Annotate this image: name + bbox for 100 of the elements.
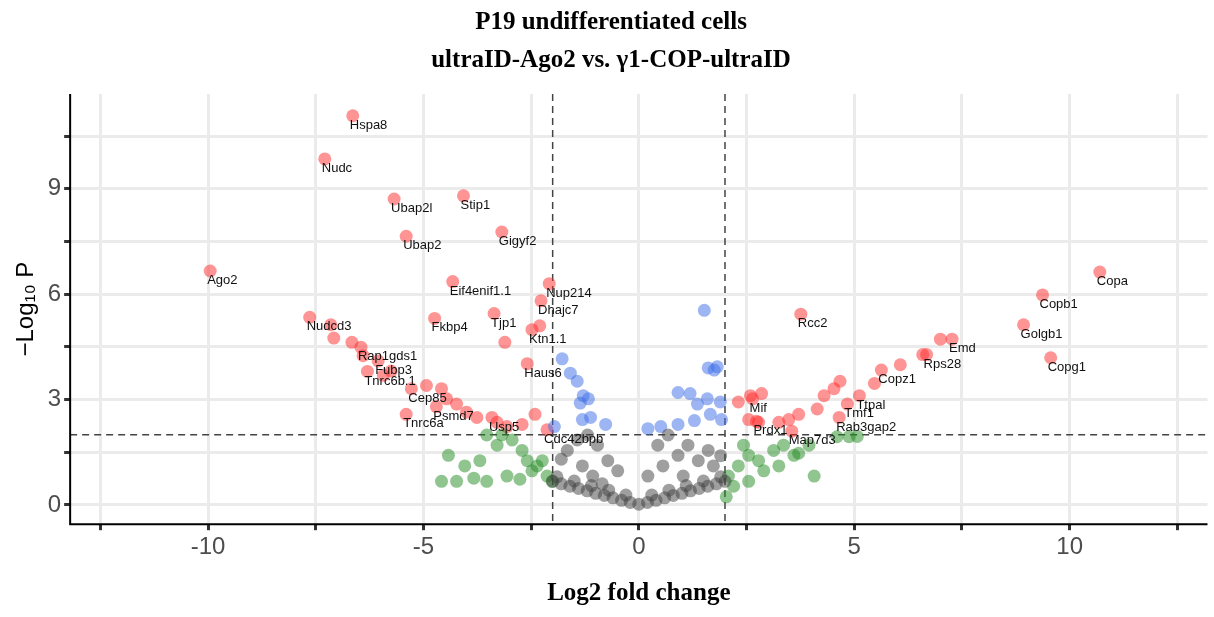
- point: [611, 464, 625, 478]
- point: [654, 420, 668, 434]
- annotation: Cep85: [408, 389, 447, 405]
- point: [719, 490, 733, 504]
- point: [742, 474, 756, 488]
- point: [706, 459, 720, 473]
- point: [690, 397, 704, 411]
- annotation: Golgb1: [1020, 325, 1063, 341]
- point: [792, 446, 806, 460]
- point: [651, 438, 665, 452]
- x-tick-label: 0: [632, 532, 646, 560]
- point: [697, 303, 711, 317]
- y-tick-label: 6: [47, 278, 62, 306]
- point: [737, 438, 751, 452]
- point: [683, 387, 697, 401]
- y-tick-label: 0: [47, 489, 62, 517]
- annotation: Nudcd3: [306, 318, 352, 334]
- x-tick-label: 10: [1056, 532, 1083, 560]
- point: [586, 469, 600, 483]
- x-tick-label: -10: [190, 532, 226, 560]
- annotation: Copg1: [1047, 358, 1086, 374]
- point: [701, 443, 715, 457]
- point: [435, 474, 449, 488]
- point: [515, 443, 529, 457]
- annotation: Nudc: [321, 160, 353, 176]
- point: [671, 386, 685, 400]
- x-axis-title: Log2 fold change: [547, 578, 731, 606]
- point: [480, 474, 494, 488]
- point: [807, 469, 821, 483]
- point: [547, 420, 561, 434]
- annotation: Gigyf2: [498, 233, 537, 249]
- point: [570, 374, 584, 388]
- point: [696, 474, 710, 488]
- annotation: Ubap2: [403, 237, 442, 253]
- y-tick-label: 9: [47, 173, 62, 201]
- point: [676, 469, 690, 483]
- point: [656, 459, 670, 473]
- y-axis-title: −Log₁₀ P: [11, 261, 39, 357]
- point: [473, 454, 487, 468]
- annotation: Rap1gds1: [357, 348, 418, 364]
- point: [671, 417, 685, 431]
- point: [777, 438, 791, 452]
- point: [619, 488, 633, 502]
- point: [671, 448, 685, 462]
- annotation: Copa: [1096, 273, 1129, 289]
- point: [691, 454, 705, 468]
- point: [661, 428, 675, 442]
- chart-title: P19 undifferentiated cells: [475, 7, 748, 35]
- annotation: Map7d3: [788, 432, 836, 448]
- annotation: Copz1: [878, 371, 916, 387]
- point: [713, 395, 727, 409]
- annotation: Tjp1: [491, 314, 517, 330]
- point: [490, 438, 504, 452]
- point: [715, 413, 729, 427]
- annotation: Eif4enif1.1: [449, 282, 512, 298]
- annotation: Rab3gap2: [836, 418, 897, 434]
- point: [757, 464, 771, 478]
- annotation: Dhajc7: [538, 301, 579, 317]
- point: [731, 459, 745, 473]
- point: [505, 433, 519, 447]
- point: [458, 459, 472, 473]
- point: [767, 443, 781, 457]
- point: [599, 417, 613, 431]
- point: [641, 469, 655, 483]
- point: [567, 474, 581, 488]
- annotation: Cdc42bpb: [544, 430, 604, 446]
- x-tick-label: -5: [412, 532, 435, 560]
- point: [584, 410, 598, 424]
- x-tick-label: 5: [847, 532, 861, 560]
- point: [450, 474, 464, 488]
- point: [467, 471, 481, 485]
- y-tick-label: 3: [47, 384, 62, 412]
- annotation: Stip1: [460, 196, 491, 212]
- point: [513, 472, 527, 486]
- point: [645, 488, 659, 502]
- point: [575, 459, 589, 473]
- point: [601, 454, 615, 468]
- annotation: Mif: [749, 399, 768, 415]
- point: [563, 366, 577, 380]
- annotation: Rcc2: [797, 315, 828, 331]
- annotation: Haus6: [524, 364, 562, 380]
- point: [554, 452, 568, 466]
- point: [441, 448, 455, 462]
- annotation: Nup214: [546, 284, 592, 300]
- point: [772, 459, 786, 473]
- annotation: Rps28: [923, 355, 962, 371]
- point: [703, 407, 717, 421]
- chart-subtitle: ultraID-Ago2 vs. γ1-COP-ultraID: [431, 45, 791, 73]
- point: [681, 438, 695, 452]
- annotation: Emd: [949, 340, 976, 356]
- point: [530, 459, 544, 473]
- annotation: Ago2: [207, 272, 238, 288]
- point: [700, 392, 714, 406]
- annotation: Prdx1: [753, 422, 788, 438]
- point: [500, 469, 514, 483]
- annotation: Usp5: [488, 418, 520, 434]
- point: [581, 392, 595, 406]
- annotation: Copb1: [1039, 295, 1078, 311]
- point: [662, 483, 676, 497]
- annotation: Hspa8: [349, 116, 388, 132]
